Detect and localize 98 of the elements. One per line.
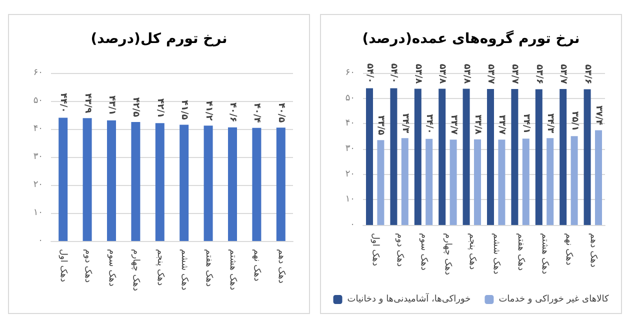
data-label: ۵۳/۶	[582, 64, 592, 84]
x-tick-label: دهک نهم	[252, 249, 262, 282]
data-label: ۵۴/۰	[364, 63, 374, 84]
chart-title: نرخ تورم کل(درصد)	[90, 31, 228, 47]
data-label: ۳۴/۰	[424, 114, 434, 134]
legend-label: خوراکی‌ها، آشامیدنی‌ها و دخانیات	[347, 292, 471, 304]
y-tick-label: ۴۰	[345, 118, 355, 129]
y-tick-label: ۱۰	[33, 208, 43, 218]
y-tick-label: ۰	[38, 236, 43, 246]
y-tick-label: ۲۰	[33, 180, 43, 190]
legend-label: کالاهای غیر خوراکی و خدمات	[498, 294, 610, 304]
x-tick-label: دهک هشتم	[228, 249, 238, 290]
bar	[511, 88, 518, 225]
data-label: ۴۰/۵	[276, 102, 286, 124]
x-tick-label: دهک دهم	[588, 233, 598, 268]
y-tick-label: ۰	[350, 220, 355, 230]
y-tick-label: ۱۰	[345, 194, 355, 205]
x-tick-label: دهک سوم	[106, 249, 116, 286]
y-tick-label: ۶۰	[33, 68, 43, 78]
data-label: ۵۳/۸	[412, 64, 423, 84]
bar	[252, 128, 262, 241]
bar	[131, 122, 140, 241]
data-label: ۴۱/۵	[179, 100, 190, 120]
data-label: ۴۰/۴	[252, 103, 262, 124]
data-label: ۴۰/۶	[228, 102, 238, 122]
data-label: ۳۵/۱	[569, 111, 580, 132]
bar	[584, 89, 591, 225]
bar	[155, 123, 164, 241]
data-label: ۳۳/۵	[376, 115, 386, 136]
bar	[570, 136, 578, 225]
x-tick-label: دهک دوم	[394, 233, 404, 267]
bar	[276, 128, 286, 241]
data-label: ۵۳/۷	[558, 64, 568, 84]
bar	[426, 138, 433, 225]
bar	[595, 130, 602, 225]
data-label: ۵۴/۰	[388, 63, 399, 84]
data-label: ۳۴/۱	[520, 114, 531, 134]
y-tick-label: ۲۰	[345, 169, 355, 180]
data-label: ۴۲/۱	[154, 98, 165, 118]
bar	[546, 138, 554, 225]
x-tick-label: دهک اول	[58, 249, 68, 282]
data-label: ۳۴/۳	[400, 113, 410, 134]
bar	[377, 140, 384, 225]
data-label: ۵۳/۷	[510, 64, 520, 84]
x-tick-label: دهک ششم	[179, 249, 190, 290]
x-tick-label: دهک چهارم	[442, 233, 453, 276]
bar	[58, 118, 68, 241]
y-tick-label: ۴۰	[33, 124, 43, 134]
data-label: ۳۳/۷	[496, 114, 507, 136]
bar	[487, 88, 494, 225]
data-label: ۵۳/۷	[486, 64, 496, 84]
bar	[107, 120, 116, 241]
bar	[462, 88, 470, 225]
bar	[498, 140, 506, 225]
bar	[366, 88, 373, 225]
data-label: ۵۳/۸	[461, 64, 472, 84]
x-tick-label: دهک چهارم	[130, 249, 141, 292]
x-tick-label: دهک هفتم	[203, 249, 214, 287]
bar	[180, 124, 189, 241]
bar	[401, 138, 408, 225]
x-tick-label: دهک سوم	[418, 233, 428, 270]
x-tick-label: دهک ششم	[491, 233, 502, 274]
data-label: ۳۴/۳	[545, 113, 556, 134]
bar	[522, 138, 530, 225]
data-label: ۳۳/۸	[472, 114, 482, 135]
data-label: ۳۷/۴	[594, 105, 604, 126]
bar	[204, 126, 213, 241]
x-tick-label: دهک نهم	[564, 233, 574, 266]
y-tick-label: ۵۰	[33, 96, 43, 106]
x-tick-label: دهک هفتم	[515, 233, 526, 271]
data-label: ۴۳/۱	[106, 96, 116, 116]
data-label: ۵۳/۸	[437, 64, 448, 84]
y-tick-label: ۳۰	[345, 144, 355, 154]
y-tick-label: ۳۰	[33, 152, 43, 162]
bar	[450, 140, 457, 225]
x-tick-label: دهک پنجم	[466, 233, 477, 270]
bar	[560, 88, 567, 225]
data-label: ۴۴/۰	[58, 93, 68, 113]
bar	[535, 89, 542, 225]
y-tick-label: ۵۰	[345, 93, 355, 104]
data-label: ۳۳/۷	[448, 114, 458, 136]
x-tick-label: دهک هشتم	[540, 233, 550, 274]
y-tick-label: ۶۰	[345, 68, 355, 78]
x-tick-label: دهک دهم	[276, 249, 286, 284]
bar	[414, 88, 422, 225]
data-label: ۴۱/۲	[203, 100, 214, 122]
x-tick-label: دهک اول	[370, 233, 380, 266]
data-label: ۵۳/۶	[534, 64, 544, 84]
x-tick-label: دهک دوم	[82, 249, 92, 283]
bar	[438, 88, 446, 225]
data-label: ۴۲/۵	[130, 97, 141, 118]
chart-title: نرخ تورم گروه‌های عمده(درصد)	[362, 30, 580, 47]
bar	[474, 139, 481, 225]
x-tick-label: دهک پنجم	[154, 249, 165, 286]
bar	[390, 88, 398, 225]
bar	[228, 127, 237, 241]
data-label: ۴۳/۹	[82, 93, 92, 114]
bar	[82, 118, 92, 241]
